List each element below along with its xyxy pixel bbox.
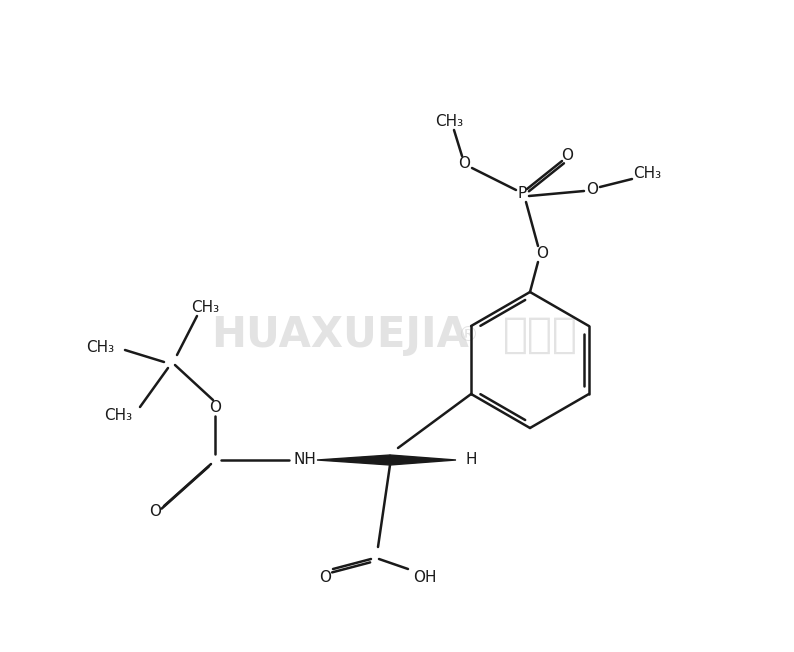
Text: OH: OH <box>413 569 437 584</box>
Polygon shape <box>390 455 456 465</box>
Text: CH₃: CH₃ <box>86 340 114 355</box>
Text: HUAXUEJIA: HUAXUEJIA <box>211 314 469 356</box>
Text: NH: NH <box>294 452 317 467</box>
Text: 化学加: 化学加 <box>503 314 577 356</box>
Text: ®: ® <box>457 325 479 345</box>
Text: P: P <box>518 186 526 201</box>
Text: CH₃: CH₃ <box>191 301 219 316</box>
Text: CH₃: CH₃ <box>104 408 132 422</box>
Polygon shape <box>317 455 390 465</box>
Text: CH₃: CH₃ <box>633 166 661 181</box>
Text: O: O <box>209 400 221 415</box>
Text: O: O <box>149 505 161 520</box>
Text: O: O <box>458 156 470 171</box>
Text: O: O <box>536 246 548 261</box>
Text: O: O <box>561 149 573 164</box>
Text: O: O <box>586 181 598 196</box>
Text: O: O <box>319 569 331 584</box>
Text: CH₃: CH₃ <box>435 115 463 130</box>
Text: H: H <box>465 452 476 467</box>
